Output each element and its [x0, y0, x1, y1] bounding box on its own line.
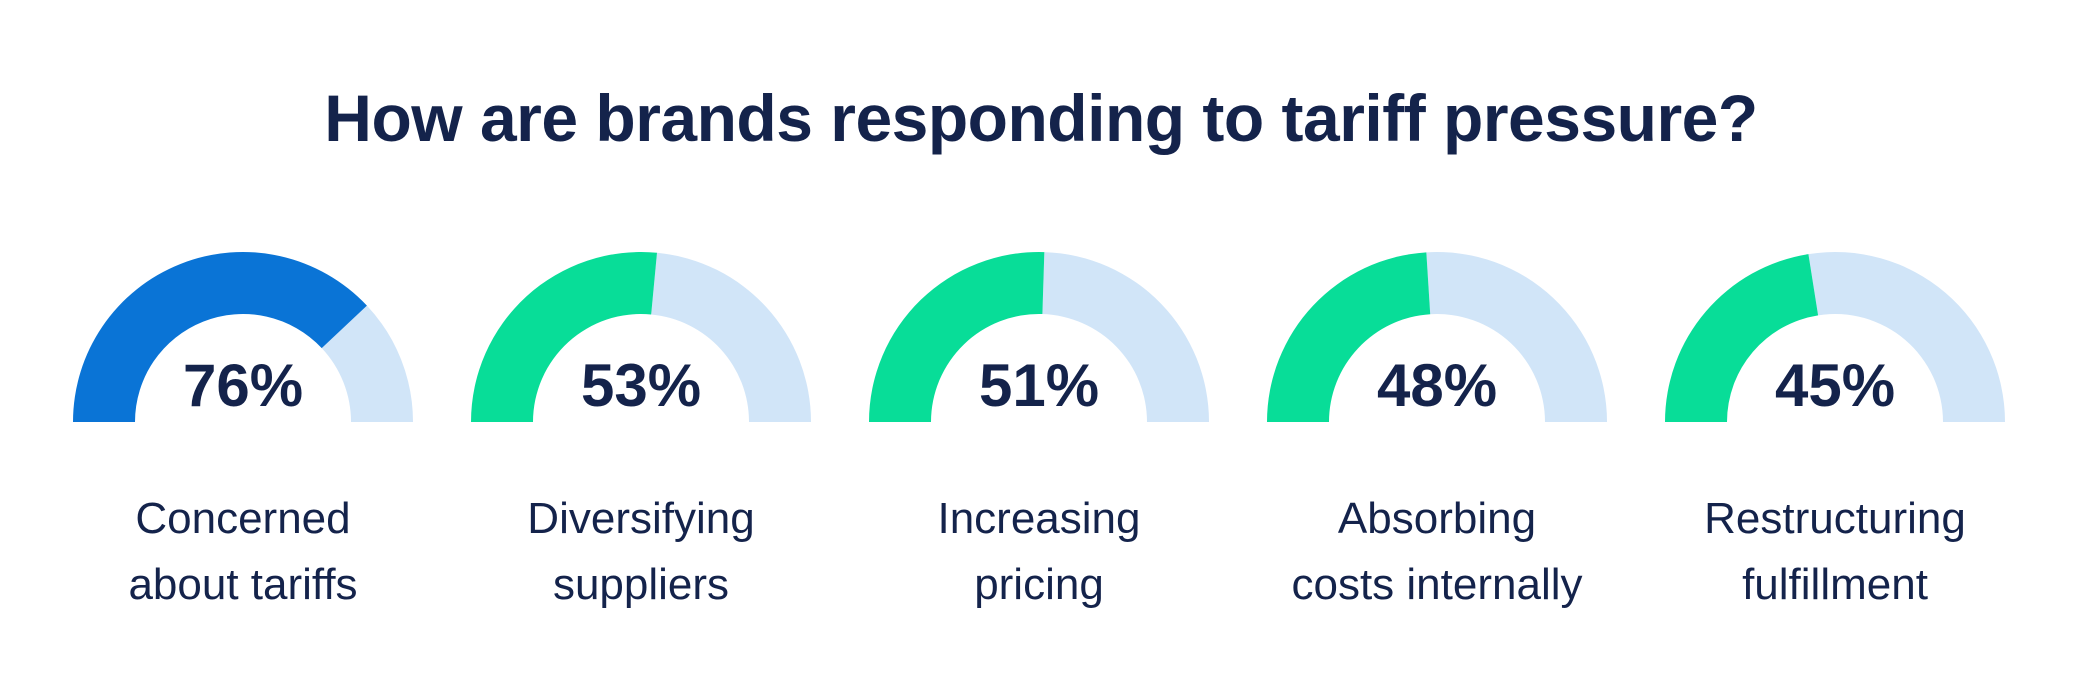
gauge-label-4: Restructuring fulfillment — [1645, 486, 2025, 618]
gauge-label-4-line1: Restructuring — [1704, 494, 1966, 543]
gauge-fill-3 — [1267, 252, 1431, 422]
gauge-fill-4 — [1665, 254, 1819, 422]
gauge-label-3-line1: Absorbing — [1337, 494, 1537, 543]
gauge-fill-2 — [869, 252, 1045, 422]
gauge-label-1-line2: suppliers — [552, 560, 730, 609]
gauge-label-1-line1: Diversifying — [527, 494, 755, 543]
gauge-value-2: 51% — [978, 352, 1100, 419]
gauge-track-3 — [1426, 252, 1607, 422]
gauge-label-0: Concerned about tariffs — [53, 486, 433, 618]
gauge-label-1: Diversifying suppliers — [451, 486, 831, 618]
gauge-label-3: Absorbing costs internally — [1247, 486, 1627, 618]
gauge-value-0: 76% — [182, 352, 304, 419]
gauge-track-4 — [1808, 251, 2005, 422]
gauge-track-2 — [1042, 252, 1209, 422]
gauge-label-2: Increasing pricing — [849, 486, 1229, 618]
gauge-fill-0 — [73, 252, 367, 422]
gauge-fill-1 — [471, 252, 657, 422]
gauge-value-1: 53% — [580, 352, 702, 419]
gauge-track-0 — [321, 305, 413, 422]
gauge-label-3-line2: costs internally — [1291, 560, 1583, 609]
gauge-label-4-line2: fulfillment — [1742, 560, 1928, 609]
gauge-value-3: 48% — [1376, 352, 1498, 419]
gauge-label-2-line1: Increasing — [937, 494, 1141, 543]
chart-title: How are brands responding to tariff pres… — [324, 81, 1758, 155]
gauge-label-2-line2: pricing — [974, 560, 1104, 609]
gauge-label-0-line1: Concerned — [135, 494, 351, 543]
gauge-value-4: 45% — [1774, 352, 1896, 419]
gauge-track-1 — [651, 252, 811, 422]
gauge-label-0-line2: about tariffs — [128, 560, 358, 609]
